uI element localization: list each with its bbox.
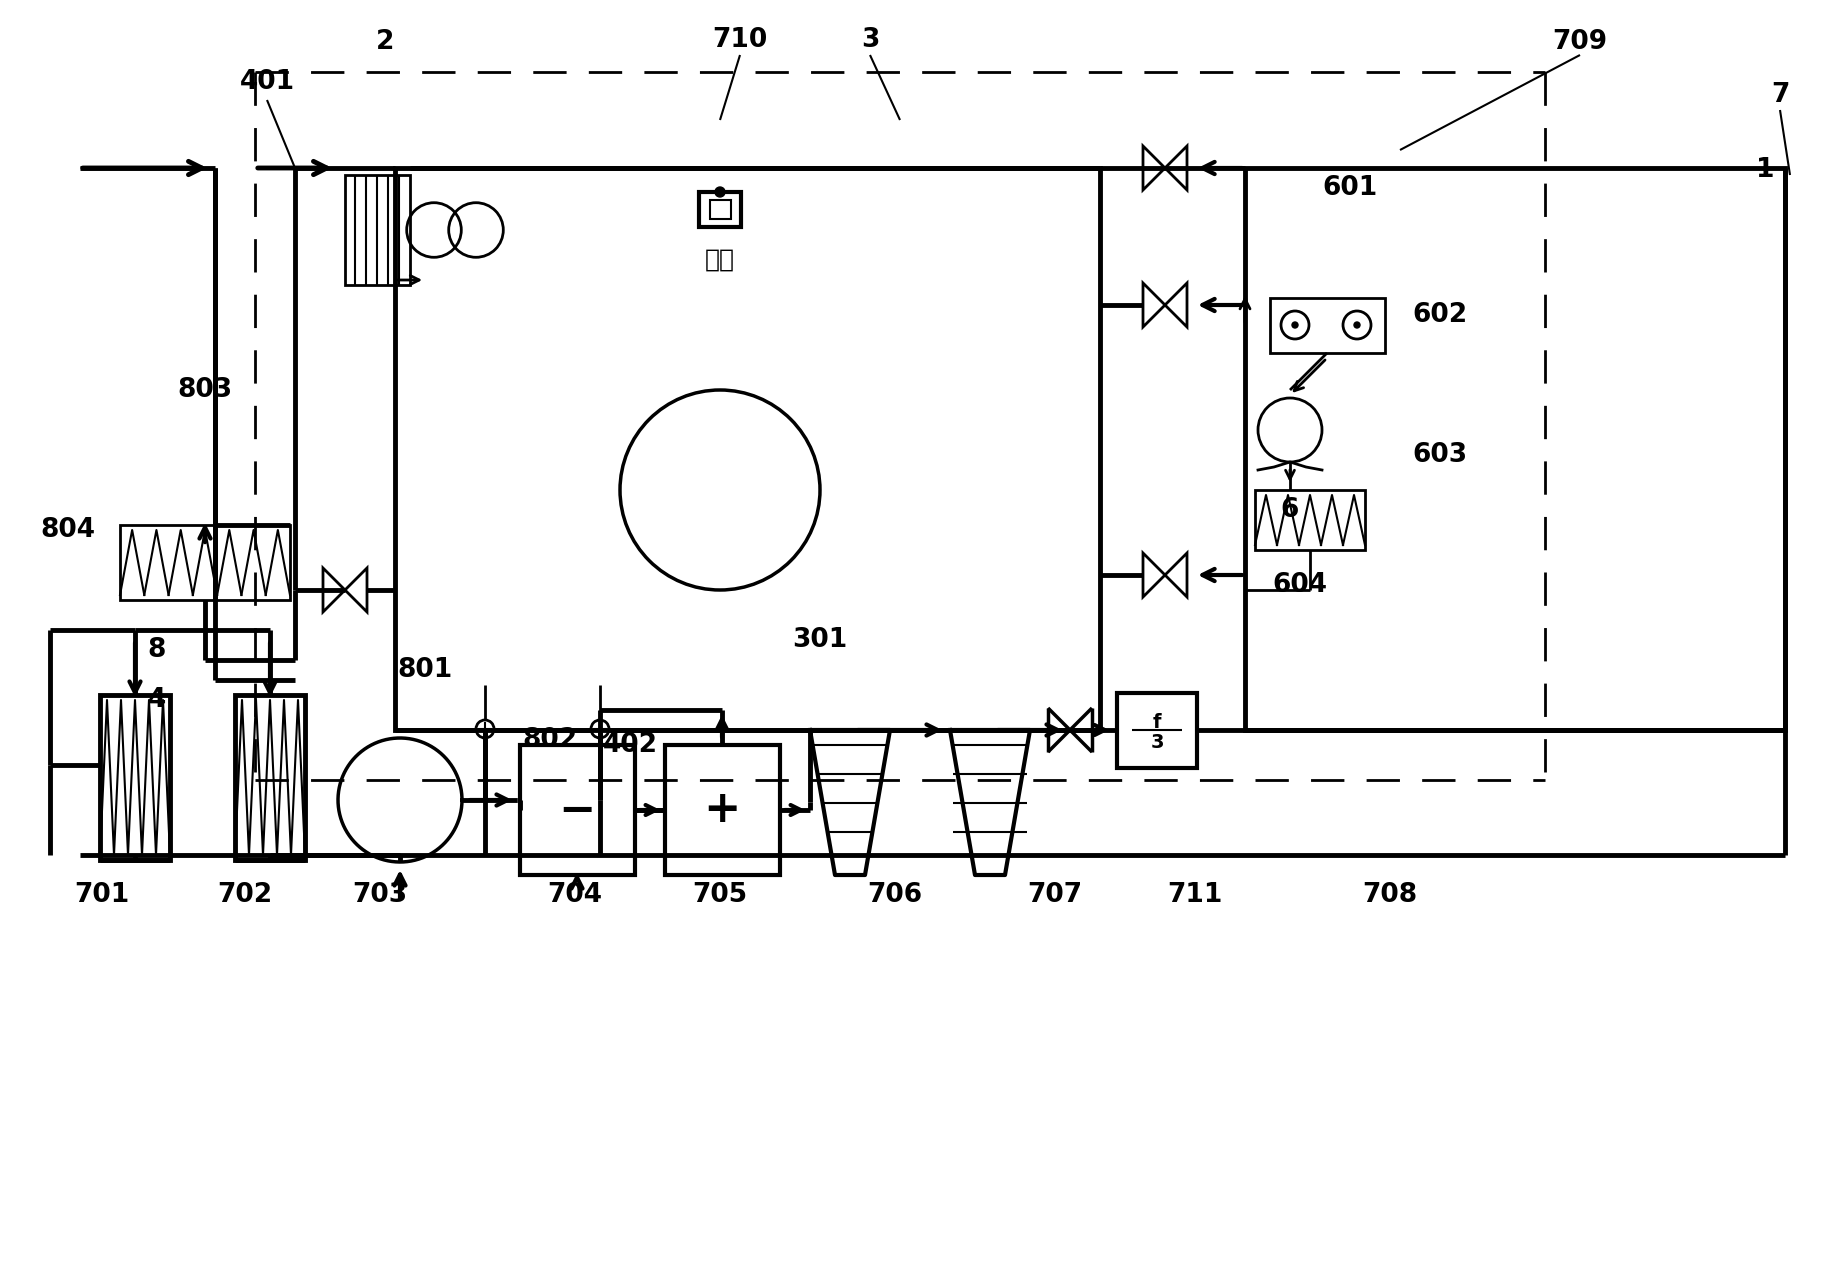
Polygon shape — [1165, 283, 1187, 327]
Text: 8: 8 — [149, 637, 167, 663]
Text: 804: 804 — [40, 517, 95, 544]
Text: 704: 704 — [548, 882, 603, 908]
Bar — [119, 526, 290, 600]
Text: 401: 401 — [240, 69, 295, 95]
Bar — [521, 745, 635, 876]
Text: 707: 707 — [1027, 882, 1082, 908]
Bar — [345, 176, 411, 285]
Text: +: + — [702, 788, 741, 832]
Bar — [1269, 297, 1385, 353]
Polygon shape — [1143, 283, 1165, 327]
Polygon shape — [345, 568, 367, 612]
Text: 803: 803 — [178, 377, 233, 403]
Text: 705: 705 — [693, 882, 748, 908]
Text: 709: 709 — [1552, 29, 1608, 55]
Text: 702: 702 — [218, 882, 273, 908]
Text: 703: 703 — [352, 882, 407, 908]
Bar — [1254, 490, 1364, 550]
Text: 301: 301 — [792, 627, 847, 653]
Text: 6: 6 — [1280, 497, 1298, 523]
Text: 706: 706 — [867, 882, 923, 908]
Text: f: f — [1154, 713, 1161, 732]
Circle shape — [1353, 322, 1361, 328]
Text: 801: 801 — [398, 656, 453, 683]
Circle shape — [477, 720, 493, 738]
Bar — [710, 200, 732, 219]
Text: 2: 2 — [376, 29, 394, 55]
Bar — [1245, 168, 1784, 729]
Text: 风口: 风口 — [704, 247, 735, 272]
Polygon shape — [1165, 146, 1187, 190]
Text: −: − — [558, 788, 596, 832]
Circle shape — [1291, 322, 1298, 328]
Text: 3: 3 — [1150, 732, 1165, 751]
Text: 601: 601 — [1322, 176, 1377, 201]
Bar — [101, 695, 171, 860]
Circle shape — [1280, 312, 1309, 338]
Circle shape — [1342, 312, 1372, 338]
Text: 1: 1 — [1755, 156, 1773, 183]
Bar — [699, 192, 741, 227]
Polygon shape — [1143, 553, 1165, 597]
Text: 711: 711 — [1166, 882, 1223, 908]
Text: 4: 4 — [149, 687, 167, 713]
Circle shape — [715, 187, 724, 197]
Text: 701: 701 — [75, 882, 130, 908]
Polygon shape — [1143, 146, 1165, 190]
Bar — [235, 695, 304, 860]
Circle shape — [1258, 397, 1322, 462]
Text: 604: 604 — [1273, 572, 1328, 597]
Text: 7: 7 — [1772, 82, 1790, 108]
Text: 710: 710 — [712, 27, 768, 53]
Text: 802: 802 — [523, 727, 578, 753]
Text: 402: 402 — [603, 732, 658, 758]
Text: 603: 603 — [1412, 442, 1467, 468]
Polygon shape — [323, 568, 345, 612]
Text: 3: 3 — [860, 27, 878, 53]
Text: 602: 602 — [1412, 303, 1467, 328]
Bar — [394, 168, 1100, 729]
Circle shape — [591, 720, 609, 738]
Bar — [666, 745, 779, 876]
Text: 708: 708 — [1363, 882, 1418, 908]
Polygon shape — [1165, 553, 1187, 597]
Bar — [1117, 694, 1198, 768]
